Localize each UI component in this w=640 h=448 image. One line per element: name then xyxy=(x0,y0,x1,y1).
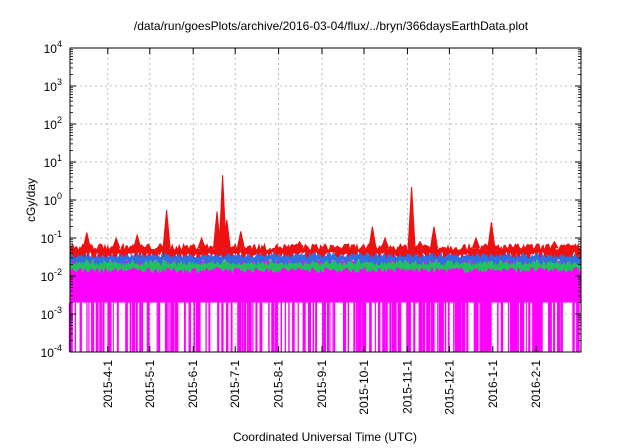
y-axis: 10-4 10-3 10-2 10-1 100 101 102 103 104 xyxy=(41,39,581,360)
x-axis-label: Coordinated Universal Time (UTC) xyxy=(233,430,417,444)
series-spike xyxy=(368,226,377,249)
series-spike xyxy=(295,240,304,249)
x-tick-label: 2016-1-1 xyxy=(486,360,500,408)
x-tick-label: 2015-4-1 xyxy=(101,360,115,408)
y-tick-label: 100 xyxy=(44,191,62,208)
series-spike xyxy=(111,236,121,249)
series xyxy=(69,175,582,259)
x-tick-label: 2015-10-1 xyxy=(357,360,371,415)
x-tick-label: 2015-6-1 xyxy=(186,360,200,408)
series-spike xyxy=(222,219,231,249)
series-spike xyxy=(218,175,227,249)
series-spike xyxy=(236,231,245,249)
x-tick-label: 2015-11-1 xyxy=(400,360,414,414)
series-spike xyxy=(429,226,439,249)
grid xyxy=(70,48,581,352)
y-tick-label: 104 xyxy=(44,39,62,56)
y-tick-label: 10-3 xyxy=(41,305,62,322)
series-spike xyxy=(471,236,481,249)
series-spike xyxy=(550,240,559,249)
series xyxy=(68,260,581,352)
y-tick-label: 10-2 xyxy=(41,267,62,284)
series-spike xyxy=(197,236,206,249)
series-spike xyxy=(380,236,390,249)
x-axis: 2015-4-1 2015-5-1 2015-6-1 2015-7-1 2015-8-1… xyxy=(101,48,543,415)
series-spike xyxy=(133,233,142,249)
y-tick-label: 10-4 xyxy=(41,343,62,360)
series-spike xyxy=(415,240,425,249)
series-spike xyxy=(487,222,496,249)
y-tick-label: 10-1 xyxy=(41,229,62,246)
x-tick-label: 2015-12-1 xyxy=(442,360,456,415)
x-tick-label: 2015-5-1 xyxy=(143,360,157,408)
series-spike xyxy=(212,211,222,249)
series-spike xyxy=(407,186,416,249)
x-tick-label: 2015-8-1 xyxy=(272,360,286,408)
x-tick-label: 2015-7-1 xyxy=(228,360,242,408)
y-tick-label: 101 xyxy=(44,153,62,170)
chart-title: /data/run/goesPlots/archive/2016-03-04/f… xyxy=(134,19,529,33)
x-tick-label: 2016-2-1 xyxy=(529,360,543,408)
y-tick-label: 103 xyxy=(44,77,62,94)
y-axis-label: cGy/day xyxy=(24,178,38,222)
series-spike xyxy=(162,209,171,249)
series-area xyxy=(68,175,582,352)
y-tick-label: 102 xyxy=(44,115,62,132)
series-spike xyxy=(82,232,91,249)
x-tick-label: 2015-9-1 xyxy=(315,360,329,408)
